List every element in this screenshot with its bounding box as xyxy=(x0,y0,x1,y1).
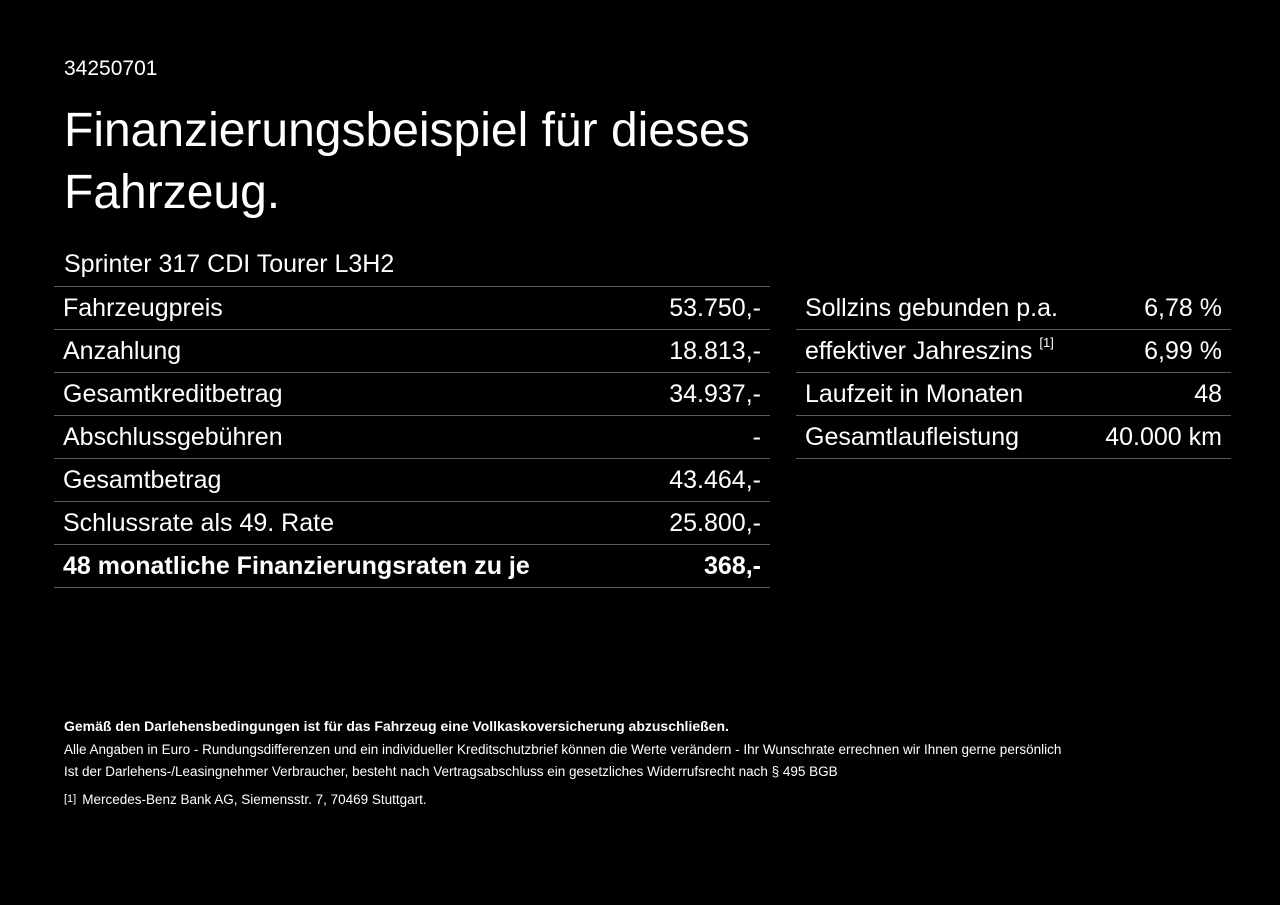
table-row: effektiver Jahreszins [1] 6,99 % xyxy=(796,329,1231,373)
footnote-text: Mercedes-Benz Bank AG, Siemensstr. 7, 70… xyxy=(82,792,427,807)
row-label: Gesamtkreditbetrag xyxy=(54,372,638,416)
footnote: [1] Mercedes-Benz Bank AG, Siemensstr. 7,… xyxy=(64,789,1061,811)
table-row: Gesamtbetrag 43.464,- xyxy=(54,458,770,502)
disclaimer-line: Alle Angaben in Euro - Rundungsdifferenz… xyxy=(64,742,1062,757)
document-id: 34250701 xyxy=(64,57,158,80)
row-label: Schlussrate als 49. Rate xyxy=(54,501,638,545)
insurance-note: Gemäß den Darlehensbedingungen ist für d… xyxy=(64,718,729,734)
row-label: effektiver Jahreszins [1] xyxy=(796,329,1087,373)
table-row: Schlussrate als 49. Rate 25.800,- xyxy=(54,501,770,545)
row-label: Laufzeit in Monaten xyxy=(796,372,1087,416)
row-value: 40.000 km xyxy=(1086,415,1231,459)
financing-table: Fahrzeugpreis 53.750,- Anzahlung 18.813,- … xyxy=(54,286,770,588)
row-label: Gesamtbetrag xyxy=(54,458,638,502)
footnote-mark: [1] xyxy=(64,793,77,805)
row-label: Sollzins gebunden p.a. xyxy=(796,287,1087,330)
row-value: 43.464,- xyxy=(637,458,770,502)
row-value: 18.813,- xyxy=(637,329,770,373)
table-row: Laufzeit in Monaten 48 xyxy=(796,372,1231,416)
table-row: Gesamtlaufleistung 40.000 km xyxy=(796,415,1231,459)
row-label: 48 monatliche Finanzierungsraten zu je xyxy=(54,544,638,588)
row-value: 34.937,- xyxy=(637,372,770,416)
table-row: Abschlussgebühren - xyxy=(54,415,770,459)
row-label: Anzahlung xyxy=(54,329,638,373)
row-value: 53.750,- xyxy=(637,286,770,330)
row-value: 6,78 % xyxy=(1086,287,1231,330)
table-row: Anzahlung 18.813,- xyxy=(54,329,770,373)
row-value: 48 xyxy=(1086,372,1231,416)
monthly-rate-row: 48 monatliche Finanzierungsraten zu je 36… xyxy=(54,544,770,588)
table-row: Fahrzeugpreis 53.750,- xyxy=(54,286,770,330)
row-value: - xyxy=(637,415,770,459)
withdrawal-note: Ist der Darlehens-/Leasingnehmer Verbrau… xyxy=(64,764,838,779)
row-value: 368,- xyxy=(637,544,770,588)
footnote-ref: [1] xyxy=(1039,334,1054,350)
page-title: Finanzierungsbeispiel für dieses Fahrzeu… xyxy=(64,104,750,219)
row-value: 6,99 % xyxy=(1086,329,1231,373)
row-label: Fahrzeugpreis xyxy=(54,286,638,330)
row-value: 25.800,- xyxy=(637,501,770,545)
row-label: Abschlussgebühren xyxy=(54,415,638,459)
interest-table: Sollzins gebunden p.a. 6,78 % effektiver … xyxy=(796,287,1231,459)
row-label: Gesamtlaufleistung xyxy=(796,415,1087,459)
footer-notes: Gemäß den Darlehensbedingungen ist für d… xyxy=(64,715,1061,811)
table-row: Gesamtkreditbetrag 34.937,- xyxy=(54,372,770,416)
label-text: effektiver Jahreszins xyxy=(805,336,1033,365)
table-row: Sollzins gebunden p.a. 6,78 % xyxy=(796,287,1231,330)
vehicle-model: Sprinter 317 CDI Tourer L3H2 xyxy=(64,250,395,278)
